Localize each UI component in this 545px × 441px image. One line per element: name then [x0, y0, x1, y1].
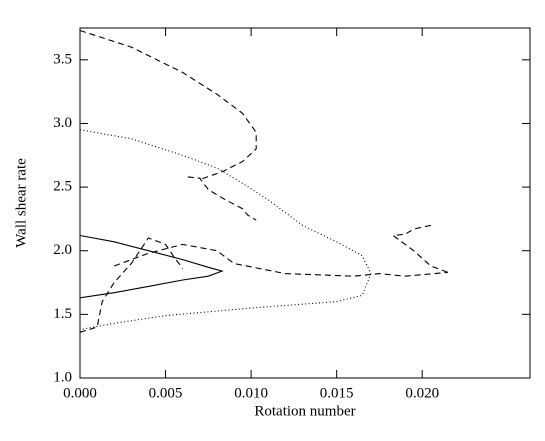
y-axis-label: Wall shear rate [13, 158, 29, 248]
y-tick-label: 2.0 [53, 242, 72, 258]
plot-frame [79, 27, 531, 379]
y-tick-label: 1.0 [53, 369, 72, 385]
y-tick-label: 1.5 [53, 306, 72, 322]
series-line [79, 129, 372, 331]
x-tick-label: 0.010 [234, 385, 268, 401]
x-tick-label: 0.000 [63, 385, 97, 401]
series-line [79, 29, 449, 333]
x-tick-label: 0.015 [320, 385, 354, 401]
y-tick-label: 3.5 [53, 51, 72, 67]
y-tick-label: 3.0 [53, 115, 72, 131]
x-axis-label: Rotation number [254, 403, 355, 419]
x-tick-label: 0.005 [149, 385, 183, 401]
x-tick-label: 0.020 [405, 385, 439, 401]
y-tick-label: 2.5 [53, 179, 72, 195]
series-line [79, 234, 224, 299]
